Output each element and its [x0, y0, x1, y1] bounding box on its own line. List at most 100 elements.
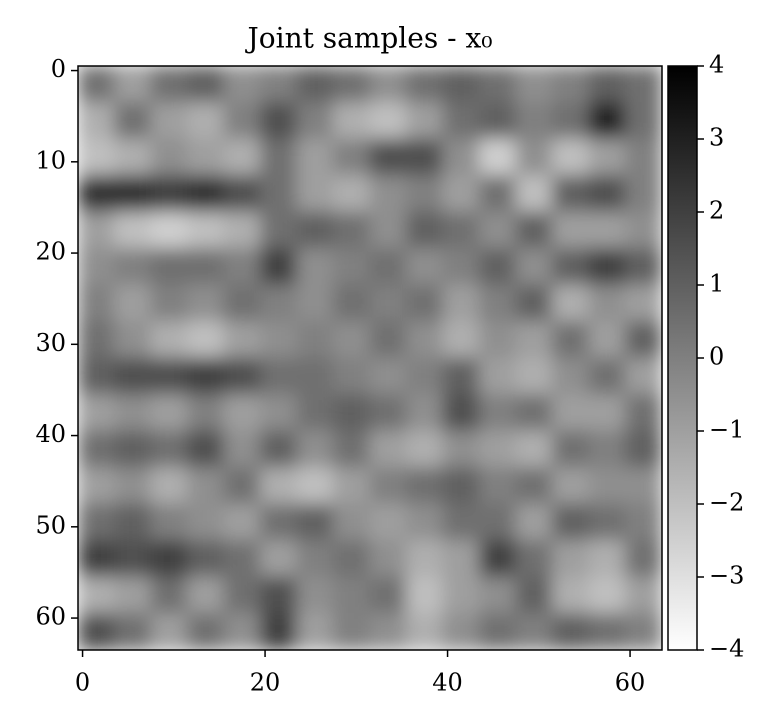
cell: [588, 175, 626, 213]
cell: [515, 394, 553, 432]
cell: [369, 102, 407, 140]
cell: [260, 394, 298, 432]
colorbar-tick-label: −2: [709, 489, 744, 517]
cell: [442, 211, 480, 249]
cell: [406, 175, 444, 213]
cell: [333, 503, 371, 541]
cell: [78, 467, 115, 505]
cell: [78, 394, 115, 432]
cell: [114, 357, 152, 395]
colorbar-tick-label: 0: [709, 343, 724, 371]
cell: [296, 211, 334, 249]
cell: [114, 175, 152, 213]
cell: [223, 321, 261, 359]
cell: [515, 284, 553, 322]
cell: [552, 576, 590, 614]
cell: [150, 357, 188, 395]
cell: [588, 467, 626, 505]
cell: [515, 503, 553, 541]
cell: [552, 211, 590, 249]
colorbar-tick-label: 4: [709, 51, 724, 79]
cell: [78, 138, 115, 176]
cell: [588, 66, 626, 103]
cell: [479, 211, 517, 249]
cell: [442, 394, 480, 432]
cell: [223, 138, 261, 176]
cell: [187, 394, 225, 432]
cell: [442, 321, 480, 359]
cell: [114, 576, 152, 614]
cell: [187, 430, 225, 468]
cell: [442, 467, 480, 505]
cell: [223, 175, 261, 213]
cell: [333, 102, 371, 140]
cell: [260, 503, 298, 541]
cell: [515, 430, 553, 468]
cell: [552, 138, 590, 176]
cell: [187, 503, 225, 541]
cell: [625, 138, 662, 176]
cell: [114, 138, 152, 176]
cell: [223, 394, 261, 432]
cell: [588, 576, 626, 614]
cell: [552, 357, 590, 395]
cell: [150, 102, 188, 140]
cell: [333, 613, 371, 650]
cell: [369, 613, 407, 650]
cell: [260, 467, 298, 505]
cell: [479, 576, 517, 614]
cell: [406, 576, 444, 614]
cell: [260, 66, 298, 103]
cell: [296, 613, 334, 650]
cell: [588, 284, 626, 322]
cell: [296, 284, 334, 322]
y-tick-label: 30: [35, 329, 66, 357]
y-tick-label: 60: [35, 603, 66, 631]
cell: [552, 175, 590, 213]
cell: [442, 138, 480, 176]
cell: [114, 503, 152, 541]
cell: [369, 576, 407, 614]
cell: [515, 211, 553, 249]
cell: [333, 540, 371, 578]
cell: [515, 66, 553, 103]
cell: [442, 66, 480, 103]
cell: [78, 175, 115, 213]
cell: [223, 66, 261, 103]
cell: [114, 66, 152, 103]
cell: [150, 430, 188, 468]
colorbar: [667, 65, 698, 651]
cell: [588, 613, 626, 650]
cell: [187, 467, 225, 505]
cell: [552, 467, 590, 505]
cell: [552, 321, 590, 359]
cell: [223, 576, 261, 614]
cell: [515, 467, 553, 505]
cell: [187, 540, 225, 578]
cell: [406, 503, 444, 541]
cell: [442, 540, 480, 578]
x-tick-label: 0: [75, 669, 90, 697]
image-cells: [78, 66, 662, 650]
cell: [78, 357, 115, 395]
cell: [552, 503, 590, 541]
cell: [625, 430, 662, 468]
cell: [625, 613, 662, 650]
cell: [260, 175, 298, 213]
cell: [114, 467, 152, 505]
cell: [187, 613, 225, 650]
cell: [333, 284, 371, 322]
cell: [150, 211, 188, 249]
cell: [406, 284, 444, 322]
cell: [114, 394, 152, 432]
cell: [223, 102, 261, 140]
cell: [406, 467, 444, 505]
cell: [588, 430, 626, 468]
cell: [114, 284, 152, 322]
x-tick-label: 20: [250, 669, 281, 697]
cell: [479, 138, 517, 176]
cell: [588, 211, 626, 249]
cell: [78, 211, 115, 249]
cell: [187, 321, 225, 359]
cell: [406, 138, 444, 176]
